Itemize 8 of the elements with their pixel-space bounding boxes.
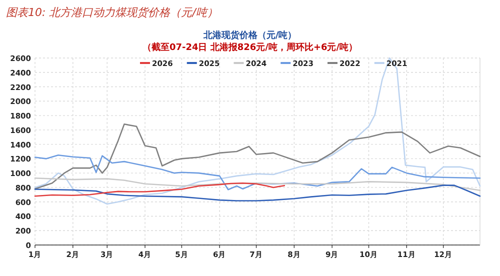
text: （截至07-24日 北港报826元/吨，周环比+6元/吨）: [142, 42, 358, 53]
line-series: [34, 182, 286, 197]
line-series: [34, 154, 481, 190]
line-series: [34, 184, 481, 202]
chart-subtitle: 北港现货价格（元/吨）: [202, 30, 297, 41]
chart-title: 图表10: 北方港口动力煤现货价格（元/吨）: [6, 6, 218, 19]
line-series: [34, 124, 481, 190]
line-series: [34, 177, 481, 191]
